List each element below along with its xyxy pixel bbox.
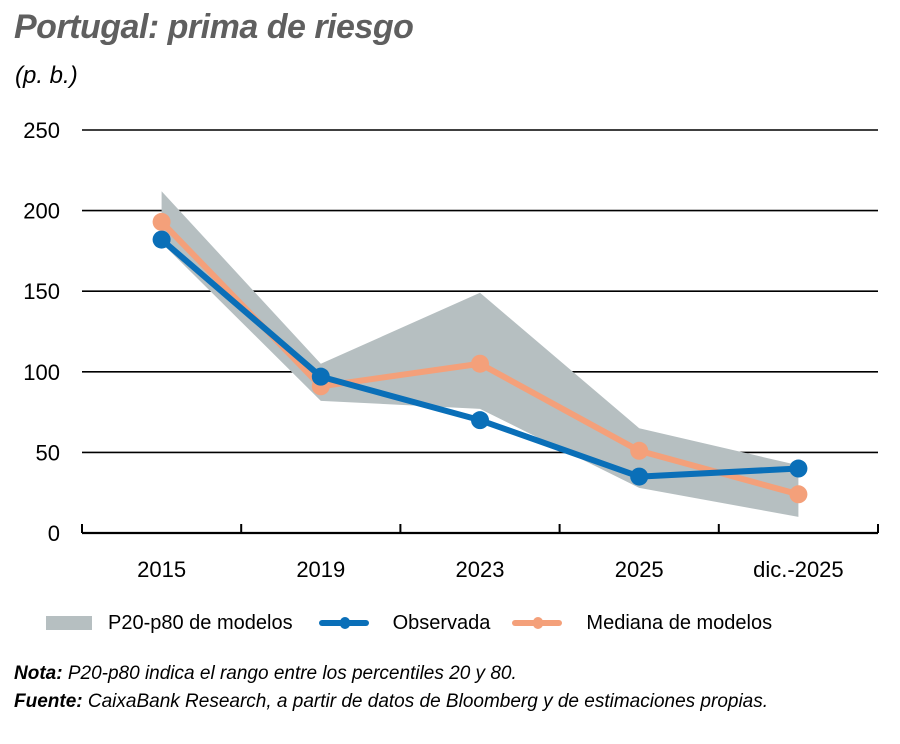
svg-text:150: 150: [23, 279, 60, 304]
svg-text:100: 100: [23, 360, 60, 385]
chart-title: Portugal: prima de riesgo: [14, 8, 414, 46]
svg-text:0: 0: [48, 521, 60, 546]
legend-item-median: Mediana de modelos: [512, 612, 772, 635]
svg-text:200: 200: [23, 199, 60, 224]
svg-text:2025: 2025: [615, 557, 664, 582]
band-swatch-icon: [46, 616, 92, 630]
gridlines: [82, 129, 878, 454]
observed-series: [152, 230, 808, 486]
footnotes: Nota: P20-p80 indica el rango entre los …: [14, 660, 768, 716]
legend-item-band: P20-p80 de modelos: [46, 612, 293, 635]
svg-text:2019: 2019: [296, 557, 345, 582]
y-axis-unit: (p. b.): [15, 62, 78, 89]
y-axis-ticks: 0 50 100 150 200 250: [23, 118, 60, 546]
median-line-icon: [512, 617, 563, 629]
chart-plot: 0 50 100 150 200 250 2015 2019 2023 2025 dic.-202…: [23, 118, 879, 582]
svg-text:dic.-2025: dic.-2025: [753, 557, 844, 582]
note-line: Nota: P20-p80 indica el rango entre los …: [14, 660, 768, 688]
legend-band-label: P20-p80 de modelos: [108, 611, 293, 634]
note-text: P20-p80 indica el rango entre los percen…: [62, 663, 517, 684]
source-label: Fuente:: [14, 691, 83, 712]
p20-p80-band: [161, 191, 799, 517]
svg-text:250: 250: [23, 118, 60, 143]
legend-median-label: Mediana de modelos: [586, 611, 773, 634]
note-label: Nota:: [14, 663, 63, 684]
x-axis: 2015 2019 2023 2025 dic.-2025: [81, 524, 879, 582]
observed-line-icon: [318, 617, 369, 629]
legend: P20-p80 de modelos Observada Mediana de …: [46, 606, 792, 640]
svg-text:2015: 2015: [137, 557, 186, 582]
svg-text:50: 50: [36, 440, 60, 465]
legend-observed-label: Observada: [392, 611, 491, 634]
legend-item-observed: Observada: [318, 611, 491, 635]
svg-text:2023: 2023: [456, 557, 505, 582]
source-text: CaixaBank Research, a partir de datos de…: [82, 691, 769, 712]
source-line: Fuente: CaixaBank Research, a partir de …: [14, 688, 768, 716]
